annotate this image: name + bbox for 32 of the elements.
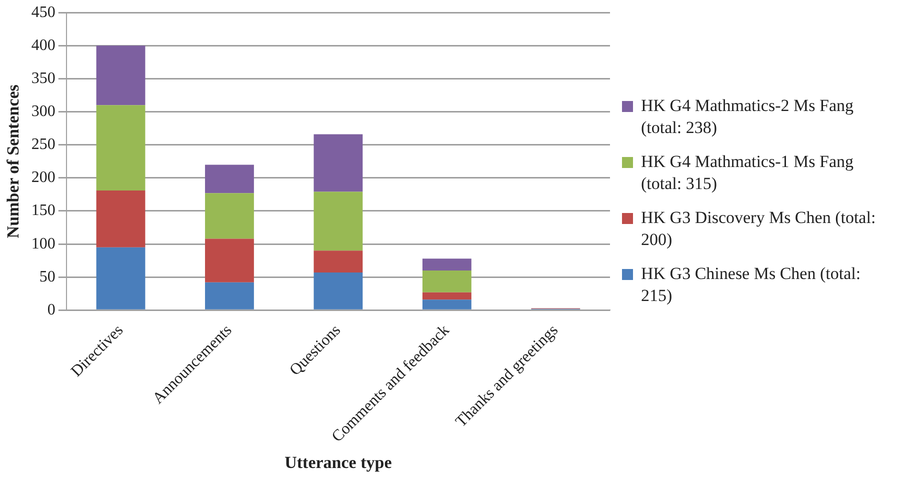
legend-label: HK G4 Mathmatics-2 Ms Fang (total: 238) (641, 95, 854, 139)
bar (314, 192, 363, 251)
legend-label: HK G3 Discovery Ms Chen (total: 200) (641, 207, 877, 251)
bar (96, 247, 146, 310)
legend-label: HK G4 Mathmatics-1 Ms Fang (total: 315) (641, 151, 854, 195)
x-axis-title: Utterance type (284, 453, 392, 472)
bar (314, 134, 363, 192)
bar (96, 190, 146, 248)
y-axis-title: Number of Sentences (4, 84, 23, 238)
bar (314, 272, 363, 310)
y-tick-label: 150 (31, 202, 56, 220)
bar (422, 258, 472, 270)
bar (96, 46, 146, 106)
y-tick-label: 250 (31, 136, 56, 154)
bar (422, 292, 472, 300)
y-tick-label: 200 (31, 169, 56, 186)
bar (205, 193, 254, 239)
bar (205, 282, 254, 310)
y-tick-label: 350 (31, 70, 56, 87)
y-tick-label: 0 (47, 301, 56, 318)
y-tick-label: 100 (31, 235, 56, 252)
bar (422, 300, 472, 310)
y-tick-label: 50 (39, 268, 56, 286)
bar (422, 270, 472, 292)
y-tick-label: 300 (31, 102, 56, 120)
y-tick-label: 450 (31, 4, 56, 21)
bar (205, 164, 254, 194)
y-tick-label: 400 (31, 36, 56, 54)
legend-label: HK G3 Chinese Ms Chen (total: 215) (641, 263, 862, 307)
bar (205, 238, 254, 282)
bar (96, 105, 146, 190)
bar (314, 250, 363, 272)
